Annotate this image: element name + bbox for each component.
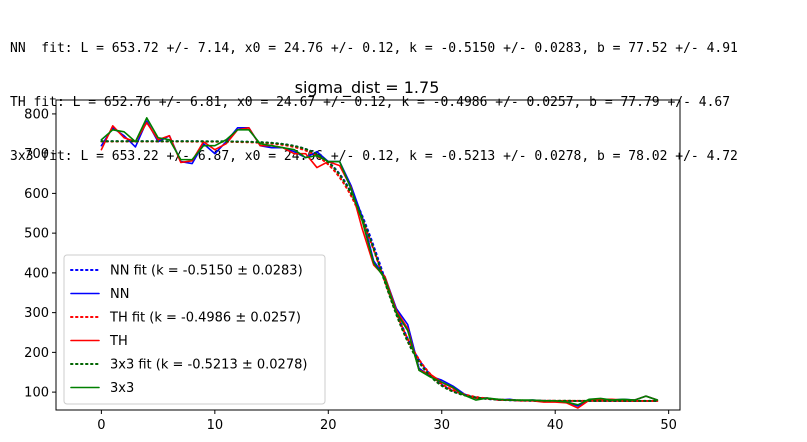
fit-line-3x3: 3x3 fit: L = 653.22 +/- 6.87, x0 = 24.66… <box>10 149 738 164</box>
fit-line-nn: NN fit: L = 653.72 +/- 7.14, x0 = 24.76 … <box>10 41 738 56</box>
legend-label: 3x3 <box>110 381 134 396</box>
series-line-th-fit-k-0-4986-0-0257 <box>100 140 659 402</box>
x-tick-label: 20 <box>320 418 337 433</box>
y-tick-label: 600 <box>24 187 49 202</box>
y-tick-label: 400 <box>24 266 49 281</box>
y-tick-label: 800 <box>24 107 49 122</box>
legend-box <box>63 254 326 405</box>
x-tick-label: 10 <box>207 418 224 433</box>
series-line-3x3 <box>100 117 659 406</box>
x-tick-label: 30 <box>433 418 450 433</box>
legend-label: NN fit (k = -0.5150 ± 0.0283) <box>110 264 303 279</box>
legend: NN fit (k = -0.5150 ± 0.0283) NN TH fit (k… <box>63 254 326 405</box>
y-tick-label: 200 <box>24 346 49 361</box>
x-tick-label: 0 <box>97 418 105 433</box>
chart-title: sigma_dist = 1.75 <box>295 78 440 98</box>
series-line-3x3-fit-k-0-5213-0-0278 <box>100 140 659 402</box>
legend-label: TH <box>109 334 128 349</box>
plot-frame <box>55 99 681 411</box>
plot-area <box>100 117 659 409</box>
x-tick-label: 40 <box>547 418 564 433</box>
y-tick-label: 700 <box>24 147 49 162</box>
axis-ticks: 0 10 20 30 40 50 100 200 300 400 500 600 700 800 <box>24 107 677 433</box>
y-tick-label: 500 <box>24 227 49 242</box>
legend-label: NN <box>110 287 129 302</box>
fit-line-th: TH fit: L = 652.76 +/- 6.81, x0 = 24.67 … <box>10 95 731 110</box>
legend-label: 3x3 fit (k = -0.5213 ± 0.0278) <box>110 358 307 373</box>
y-tick-label: 100 <box>24 386 49 401</box>
x-tick-label: 50 <box>660 418 677 433</box>
fit-results-text: NN fit: L = 653.72 +/- 7.14, x0 = 24.76 … <box>10 4 738 184</box>
legend-label: TH fit (k = -0.4986 ± 0.0257) <box>109 311 301 326</box>
y-tick-label: 300 <box>24 306 49 321</box>
